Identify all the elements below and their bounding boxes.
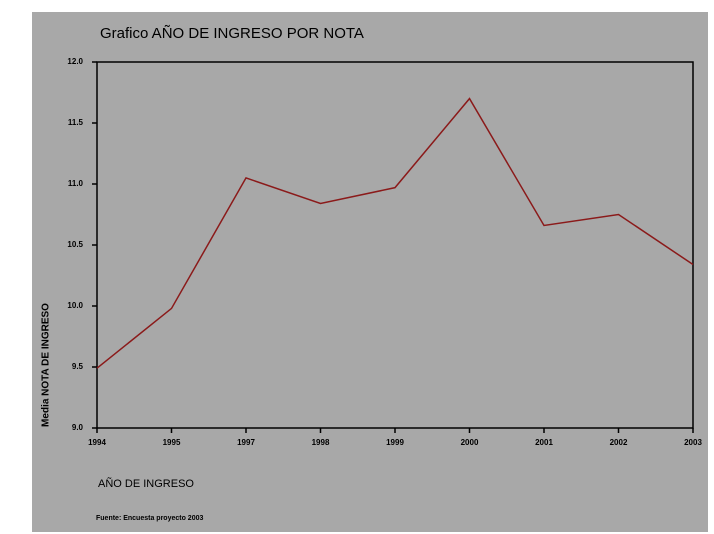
x-tick-label: 1999 [386,438,404,447]
data-line [96,97,694,369]
x-tick-label: 1994 [88,438,106,447]
y-tick-label: 12.0 [67,57,83,66]
y-tick-label: 11.0 [68,179,84,188]
x-tick-label: 2001 [535,438,553,447]
x-axis-label: AÑO DE INGRESO [98,477,194,490]
x-tick-label: 1995 [163,438,181,447]
y-tick-label: 11.5 [68,118,84,127]
y-tick-label: 10.0 [67,301,83,310]
x-tick-label: 1997 [237,438,255,447]
y-tick-label: 9.0 [72,423,84,432]
x-tick-label: 2003 [684,438,702,447]
source-note: Fuente: Encuesta proyecto 2003 [96,515,203,522]
y-axis-label: Media NOTA DE INGRESO [41,303,52,427]
y-tick-label: 9.5 [72,362,84,371]
x-tick-label: 2002 [610,438,628,447]
x-tick-label: 1998 [312,438,330,447]
chart-title: Grafico AÑO DE INGRESO POR NOTA [100,25,364,42]
y-tick-label: 10.5 [67,240,83,249]
x-tick-label: 2000 [461,438,479,447]
chart-background [32,12,708,532]
